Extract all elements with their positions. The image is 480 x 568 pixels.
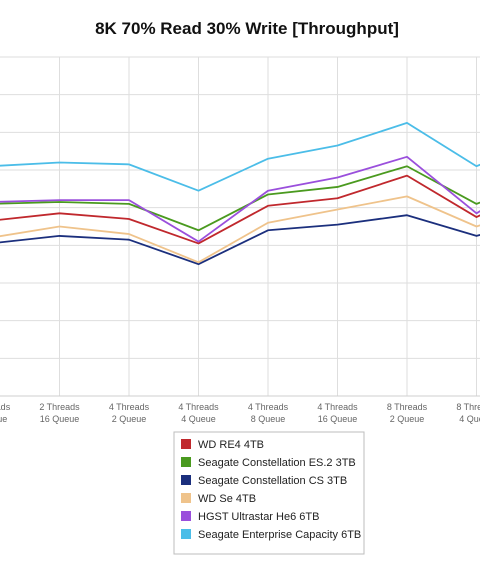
x-tick-label: 8 Threads <box>387 402 428 412</box>
legend-box <box>173 431 365 555</box>
x-tick-label: 16 Queue <box>40 414 80 424</box>
series-line <box>0 165 480 232</box>
series-line <box>0 214 480 266</box>
x-tick-label: 4 Threads <box>178 402 219 412</box>
x-tick-label: 4 Threads <box>109 402 150 412</box>
grid <box>0 56 480 397</box>
x-tick-label: 8 Threads <box>456 402 480 412</box>
x-tick-label: 2 Threads <box>39 402 80 412</box>
legend-swatch <box>181 493 191 503</box>
series-lines <box>0 122 480 266</box>
series-line <box>0 155 480 243</box>
x-tick-label: 16 Queue <box>318 414 358 424</box>
x-tick-label: 4 Queue <box>181 414 216 424</box>
x-tick-label: 2 Queue <box>112 414 147 424</box>
legend-swatch <box>181 529 191 539</box>
series-line <box>0 122 480 192</box>
legend: WD RE4 4TB Seagate Constellation ES.2 3TB… <box>173 431 365 555</box>
x-tick-label: 4 Threads <box>317 402 358 412</box>
legend-swatch <box>181 439 191 449</box>
legend-label: Seagate Constellation CS 3TB <box>198 475 347 487</box>
legend-label: WD RE4 4TB <box>198 439 264 451</box>
series-line <box>0 174 480 245</box>
x-axis-ticks: 2 Threads 8 Queue 2 Threads 16 Queue 4 Threa… <box>0 402 480 424</box>
x-tick-label: 4 Threads <box>248 402 289 412</box>
legend-label: Seagate Enterprise Capacity 6TB <box>198 529 361 541</box>
legend-label: HGST Ultrastar He6 6TB <box>198 511 319 523</box>
x-tick-label: 2 Threads <box>0 402 11 412</box>
legend-label: WD Se 4TB <box>198 493 256 505</box>
chart-title: 8K 70% Read 30% Write [Throughput] <box>95 19 399 38</box>
x-tick-label: 2 Queue <box>390 414 425 424</box>
x-tick-label: 4 Queue <box>459 414 480 424</box>
legend-swatch <box>181 511 191 521</box>
legend-swatch <box>181 475 191 485</box>
legend-swatch <box>181 457 191 467</box>
legend-label: Seagate Constellation ES.2 3TB <box>198 457 356 469</box>
series-line <box>0 195 480 264</box>
x-tick-label: 8 Queue <box>251 414 286 424</box>
x-tick-label: 8 Queue <box>0 414 7 424</box>
